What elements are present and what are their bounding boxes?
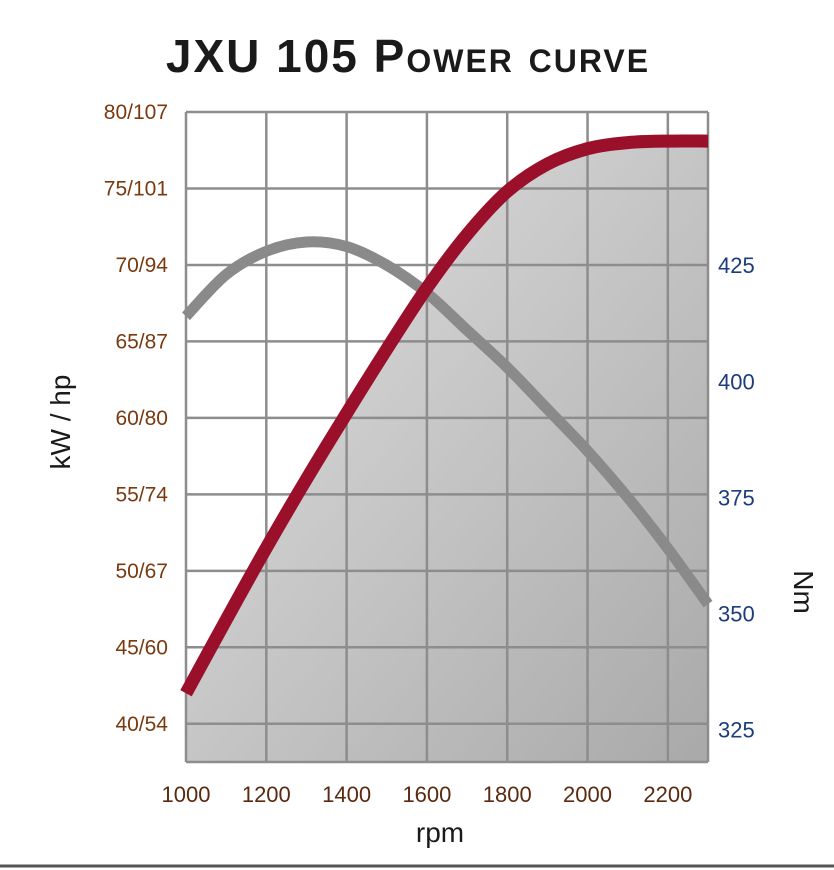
y-left-tick-label: 65/87 [115,330,168,353]
x-tick-label: 1800 [483,782,532,807]
y-left-tick-label: 50/67 [115,560,168,583]
y-right-tick-label: 325 [718,718,755,743]
x-tick-label: 1000 [162,782,211,807]
chart-title: JXU 105 Power curve [166,30,650,82]
x-tick-label: 1400 [322,782,371,807]
y-left-tick-label: 75/101 [104,177,168,200]
power-series-line [180,134,709,697]
y-left-tick-label: 40/54 [115,713,168,736]
series-layer [180,134,713,697]
y-left-tick-label: 70/94 [115,254,168,277]
y-left-tick-label: 80/107 [104,101,168,124]
x-tick-label: 2000 [563,782,612,807]
torque-series-line [181,236,713,608]
gridlines [184,110,710,764]
x-tick-label: 1600 [402,782,451,807]
y-right-tick-label: 425 [718,253,755,278]
power-fill-area [186,140,708,762]
left-axis-label: kW / hp [45,375,76,470]
y-right-tick-label: 400 [718,369,755,394]
y-right-tick-label: 375 [718,485,755,510]
right-axis-ticks: 325 350 375 400 425 [718,253,755,742]
x-tick-label: 2200 [643,782,692,807]
x-tick-label: 1200 [242,782,291,807]
power-area-fill [186,112,708,762]
y-left-tick-label: 55/74 [115,483,168,506]
x-axis-ticks: 1000 1200 1400 1600 1800 2000 2200 [162,782,693,807]
y-left-tick-label: 45/60 [115,636,168,659]
x-axis-label: rpm [416,817,464,848]
y-left-tick-label: 60/80 [115,407,168,430]
left-axis-ticks: 40/54 45/60 50/67 55/74 60/80 65/87 70/94 75/10… [104,101,169,736]
y-right-tick-label: 350 [718,601,755,626]
right-axis-label: Nm [788,570,819,614]
